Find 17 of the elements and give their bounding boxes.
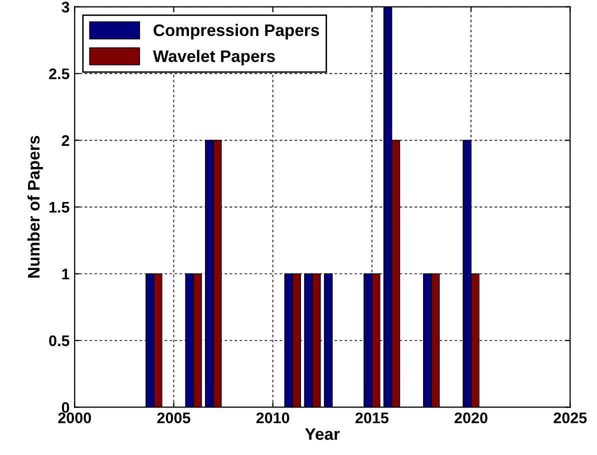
y-tick-label: 2 (62, 135, 70, 146)
y-tick-label: 1.5 (49, 202, 70, 213)
x-tick-label: 2010 (256, 412, 290, 424)
y-tick-label: 1 (62, 268, 70, 280)
y-tick-label: 0.5 (49, 335, 70, 346)
y-tick-label: 3 (62, 2, 70, 13)
legend-label: Compression Papers (154, 24, 319, 40)
x-tick-label: 2015 (355, 412, 388, 424)
legend-label: Wavelet Papers (152, 50, 275, 66)
x-tick-label: 2005 (157, 412, 190, 424)
x-axis-title: Year (305, 428, 340, 440)
y-tick-label: 0 (62, 402, 70, 413)
y-tick-label: 2.5 (49, 68, 70, 80)
x-tick-label: 2000 (58, 412, 91, 424)
x-tick-label: 2020 (454, 412, 488, 424)
y-axis-title: Number of Papers (27, 136, 43, 278)
x-tick-label: 2025 (554, 412, 587, 424)
